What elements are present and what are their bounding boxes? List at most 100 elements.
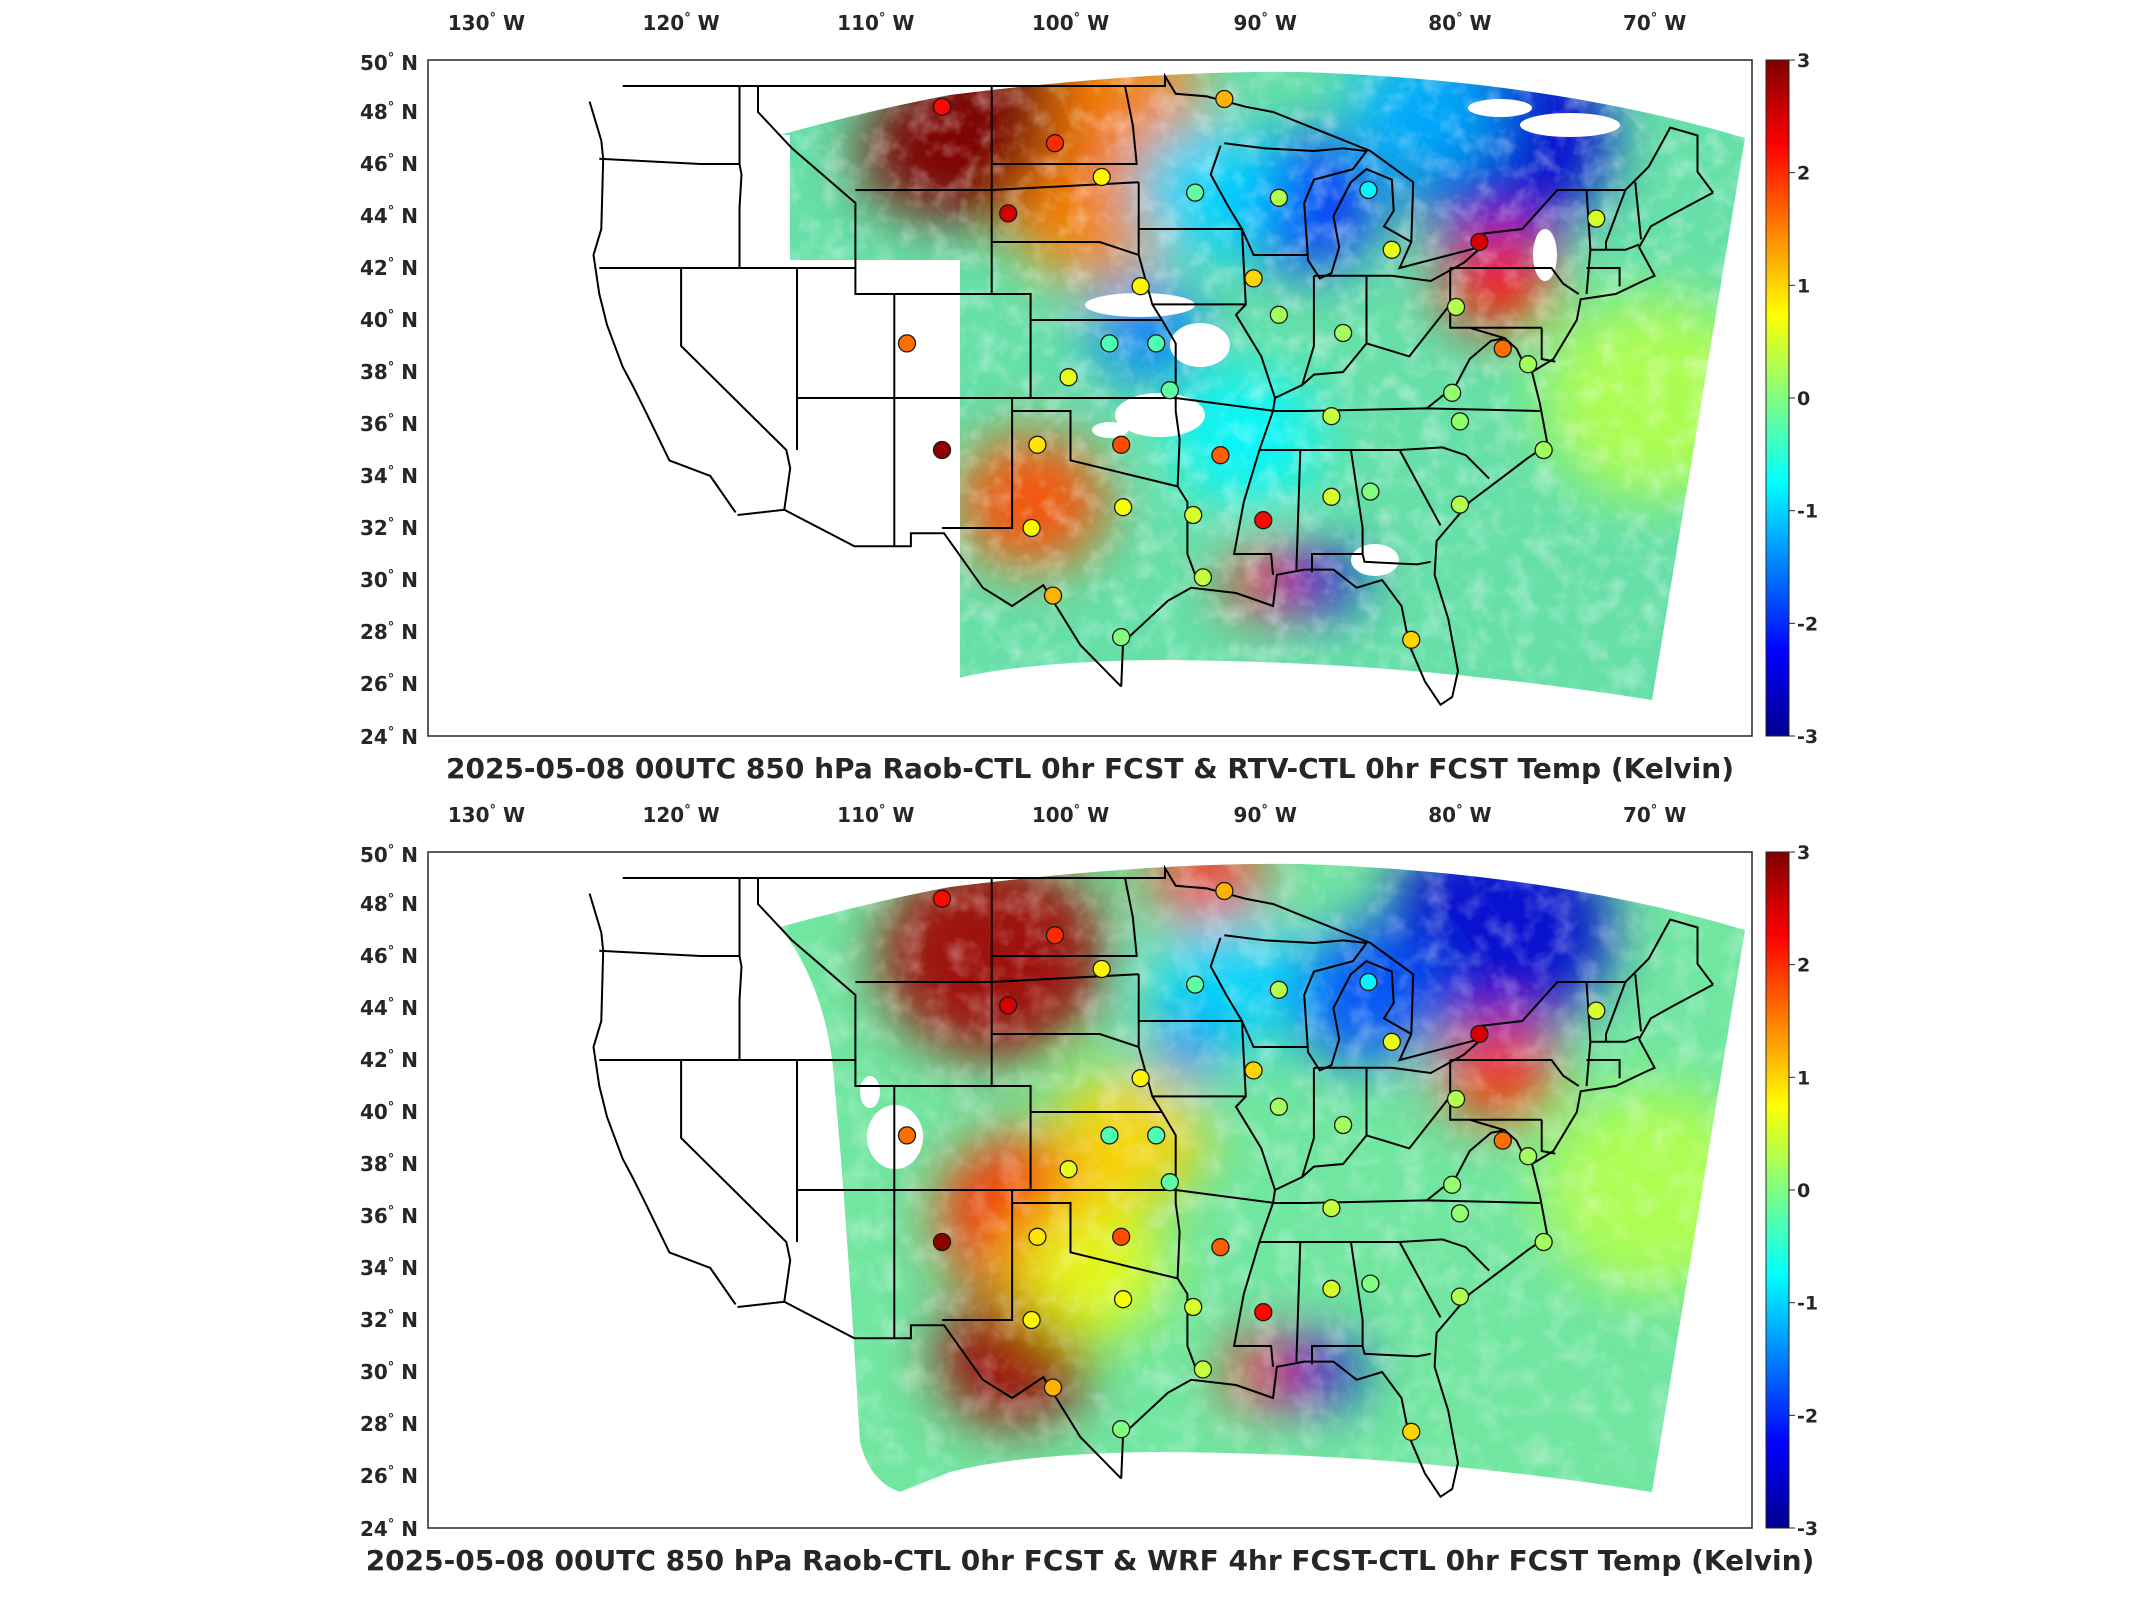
colorbar-tick-label: 3 [1797, 50, 1810, 72]
boundary-line [1391, 1038, 1483, 1075]
panel-title: 2025-05-08 00UTC 850 hPa Raob-CTL 0hr FC… [366, 1544, 1815, 1577]
colorbar-tick-label: 1 [1797, 1067, 1810, 1089]
raob-station-marker [932, 440, 952, 460]
colorbar-tick-label: 3 [1797, 842, 1810, 864]
boundary-line [1274, 268, 1452, 399]
boundary-line [1398, 1241, 1442, 1318]
raob-station-marker [1215, 89, 1234, 109]
lat-tick-label: 38° N [360, 1152, 418, 1176]
lon-tick-label: 80° W [1428, 803, 1491, 827]
boundary-line [991, 974, 1140, 1049]
raob-station-marker [1450, 495, 1470, 514]
raob-station-marker [1587, 209, 1606, 228]
colorbar-tick-label: -3 [1797, 1518, 1818, 1540]
lat-tick-label: 24° N [360, 725, 418, 749]
raob-station-marker [1028, 1227, 1047, 1246]
boundary-line [1634, 182, 1642, 240]
raob-station-marker [1269, 980, 1289, 999]
boundary-line [622, 864, 1714, 1062]
latitude-tick-labels: 50° N 48° N 46° N 44° N 42° N 40° N 38° N 36° N… [360, 51, 418, 749]
raob-station-marker [1043, 586, 1063, 605]
raob-station-marker [1254, 1303, 1273, 1322]
raob-station-marker [1534, 1232, 1553, 1252]
colorbar-tick-label: -2 [1797, 1405, 1818, 1427]
lon-tick-label: 110° W [837, 11, 914, 35]
lat-tick-label: 28° N [360, 620, 418, 644]
raob-station-marker [1022, 518, 1041, 538]
raob-station-marker [1450, 412, 1470, 431]
boundary-line [1224, 934, 1412, 1072]
raob-station-marker [1322, 1279, 1341, 1298]
raob-station-marker [1100, 1126, 1119, 1145]
lon-tick-label: 100° W [1032, 803, 1109, 827]
raob-station-marker [1045, 134, 1065, 153]
lon-tick-label: 120° W [642, 803, 719, 827]
raob-station-marker [1333, 1115, 1353, 1135]
map-figure-bottom: 130° W 120° W 110° W 100° W 90° W 80° W 70° W … [360, 803, 1818, 1577]
raob-station-marker [999, 204, 1018, 223]
raob-station-marker [1518, 355, 1538, 374]
lon-tick-label: 110° W [837, 803, 914, 827]
lat-tick-label: 46° N [360, 944, 418, 968]
raob-station-marker [1131, 277, 1150, 296]
colorbar-tick-labels: 3 2 1 0 -1 -2 -3 [1789, 50, 1818, 748]
raob-station-marker [1322, 1199, 1341, 1218]
raob-station-marker [1244, 269, 1263, 288]
lat-tick-label: 26° N [360, 1464, 418, 1488]
colorbar-tick-label: -2 [1797, 613, 1818, 635]
boundary-line [1295, 449, 1302, 570]
raob-station-marker [1185, 183, 1205, 202]
raob-station-markers [897, 881, 1606, 1441]
raob-station-marker [1382, 240, 1401, 259]
map-panel-top: 130° W 120° W 110° W 100° W 90° W 80° W 70° W … [360, 11, 1818, 785]
boundary-line [1138, 228, 1247, 306]
colorbar [1765, 851, 1790, 1529]
raob-station-marker [1028, 435, 1047, 454]
boundary-line [1232, 303, 1277, 575]
raob-station-marker [1269, 305, 1289, 324]
colorbar-tick-label: 1 [1797, 275, 1810, 297]
boundary-line [757, 86, 857, 268]
raob-station-marker [1450, 1287, 1470, 1306]
raob-station-marker [1092, 959, 1111, 979]
raob-station-marker [1113, 498, 1133, 517]
raob-station-marker [1322, 487, 1341, 506]
boundary-line [1301, 275, 1315, 386]
raob-station-marker [1185, 975, 1205, 994]
boundary-line [1450, 267, 1580, 295]
boundary-line [737, 508, 1122, 688]
raob-station-marker [999, 996, 1018, 1015]
raob-station-marker [1147, 334, 1166, 353]
raob-station-marker [1113, 1290, 1133, 1309]
map-figure-top: 130° W 120° W 110° W 100° W 90° W 80° W 70° W … [360, 11, 1818, 785]
state-and-coast-boundaries [588, 72, 1714, 707]
raob-station-marker [1446, 297, 1466, 317]
boundary-line [1586, 1059, 1621, 1079]
raob-station-marker [1269, 1097, 1289, 1116]
boundary-line [1295, 1241, 1302, 1362]
boundary-line [991, 85, 1138, 165]
lat-tick-label: 32° N [360, 516, 418, 540]
boundary-line [1361, 1345, 1431, 1358]
colorbar [1765, 59, 1790, 737]
boundary-line [599, 157, 740, 165]
lat-tick-label: 50° N [360, 843, 418, 867]
boundary-line [942, 398, 1014, 529]
raob-station-marker [1193, 1360, 1213, 1379]
raob-station-marker [1518, 1147, 1538, 1166]
raob-station-marker [1359, 180, 1378, 200]
raob-station-marker [1443, 1175, 1462, 1194]
map-panel-bottom: 130° W 120° W 110° W 100° W 90° W 80° W 70° W … [0, 792, 2133, 1600]
raob-station-marker [1269, 188, 1289, 207]
colorbar-tick-label: 0 [1797, 1180, 1810, 1202]
boundary-line [1120, 983, 1714, 1499]
lat-tick-label: 34° N [360, 1256, 418, 1280]
raob-station-marker [932, 889, 952, 908]
lon-tick-label: 90° W [1234, 803, 1297, 827]
boundary-line [1361, 553, 1431, 566]
boundary-line [1012, 1202, 1199, 1373]
boundary-line [1586, 267, 1621, 287]
colorbar-tick-label: 0 [1797, 388, 1810, 410]
boundary-line [1391, 246, 1483, 283]
raob-station-marker [1254, 511, 1273, 530]
